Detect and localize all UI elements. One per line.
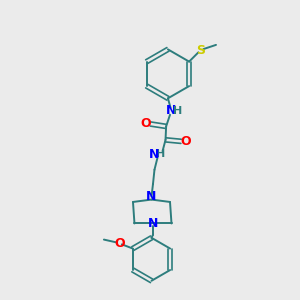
Text: O: O — [114, 237, 125, 250]
Text: O: O — [180, 135, 191, 148]
Text: N: N — [148, 217, 158, 230]
Text: N: N — [166, 104, 177, 117]
Text: N: N — [146, 190, 157, 203]
Text: H: H — [156, 149, 166, 159]
Text: H: H — [173, 106, 183, 116]
Text: O: O — [141, 117, 152, 130]
Text: N: N — [148, 148, 159, 161]
Text: S: S — [196, 44, 205, 57]
